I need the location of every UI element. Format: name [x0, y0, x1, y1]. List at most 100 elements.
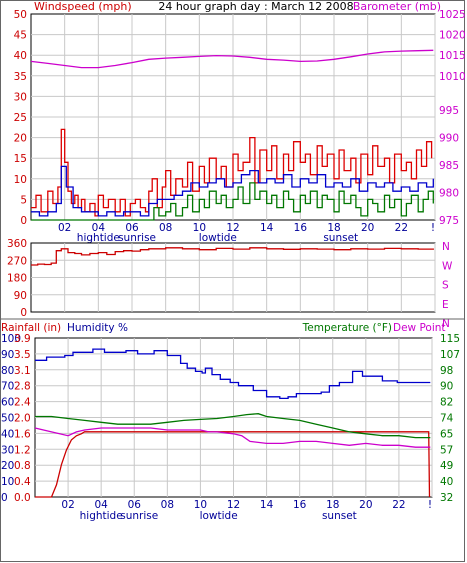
direction-line — [31, 247, 434, 266]
gust_avg-line — [31, 165, 434, 217]
rainfall-tick: 3.1 — [14, 365, 31, 377]
windspeed-tick: 50 — [14, 9, 27, 21]
rainfall-tick: 2.0 — [14, 413, 31, 425]
time-tick: 14 — [260, 222, 274, 234]
humidity-tick: 100 — [1, 333, 21, 345]
humidity-tick: 0 — [1, 492, 8, 504]
barometer-tick: 1015 — [439, 50, 466, 62]
barometer-tick: 1025 — [439, 9, 466, 21]
windspeed-tick: 35 — [14, 71, 27, 83]
temperature-line — [35, 413, 431, 439]
time-tick: 16 — [294, 222, 308, 234]
compass-label: N — [442, 241, 450, 253]
humidity-tick: 50 — [1, 413, 14, 425]
rainfall-tick: 2.4 — [14, 397, 31, 409]
temperature-tick: 107 — [440, 349, 460, 361]
barometer-tick: 995 — [439, 105, 459, 117]
time-tick: 02 — [58, 222, 71, 234]
humidity-tick-labels: 0 10 20 30 40 50 60 70 80 90 100 — [1, 333, 21, 504]
time-event-label: sunset — [322, 510, 357, 522]
humidity-tick: 90 — [1, 349, 14, 361]
rain-humidity-temperature-panel: Rainfall (in) Humidity % Temperature (°F… — [1, 322, 460, 522]
windspeed-tick: 5 — [20, 194, 27, 206]
degree-tick: 180 — [7, 273, 27, 285]
time-tick: 20 — [361, 222, 374, 234]
time-tick: 20 — [359, 499, 372, 511]
time-event-label: hightide — [80, 510, 123, 522]
temperature-tick: 49 — [440, 460, 453, 472]
humidity-tick: 70 — [1, 381, 14, 393]
time-tick: 08 — [161, 499, 174, 511]
direction-degree-labels: 0 90 180 270 360 — [7, 238, 27, 319]
barometer-tick: 1010 — [439, 71, 466, 83]
chart-title: 24 hour graph day : March 12 2008 — [158, 0, 353, 13]
dewpoint-axis-label: Dew Point — [393, 322, 446, 334]
windspeed-tick: 30 — [14, 91, 27, 103]
temperature-tick: 32 — [440, 492, 453, 504]
windspeed-tick: 10 — [14, 174, 27, 186]
barometer-tick: 985 — [439, 160, 459, 172]
temperature-tick-labels: 32 40 49 57 65 74 82 90 98 107 115 — [440, 333, 460, 504]
windspeed-tick-labels: 0 5 10 15 20 25 30 35 40 45 50 — [14, 9, 27, 227]
time-tick: 12 — [227, 499, 240, 511]
time-tick: 18 — [326, 499, 339, 511]
time-tick: 18 — [327, 222, 340, 234]
barometer-line — [30, 49, 434, 69]
temperature-tick: 40 — [440, 476, 453, 488]
humidity-tick: 30 — [1, 444, 14, 456]
time-event-label: sunset — [323, 232, 358, 244]
time-tick: 06 — [128, 499, 142, 511]
barometer-tick: 980 — [439, 187, 459, 199]
barometer-tick: 975 — [439, 215, 459, 227]
degree-tick: 360 — [7, 238, 27, 250]
wind-series-lines — [30, 49, 434, 221]
time-event-label: sunrise — [120, 510, 158, 522]
temperature-tick: 90 — [440, 381, 453, 393]
windspeed-tick: 0 — [20, 215, 27, 227]
direction-series-lines — [31, 247, 434, 266]
windspeed-axis-label: Windspeed (mph) — [34, 0, 132, 13]
degree-tick: 90 — [14, 290, 27, 302]
degree-tick: 0 — [20, 307, 27, 319]
rainfall-tick-labels: 0.0 0.4 0.8 1.2 1.6 2.0 2.4 2.8 3.1 3.5 3.9 — [14, 333, 31, 504]
humidity-tick: 10 — [1, 476, 14, 488]
time-tick: ! — [428, 499, 432, 511]
humidity-axis-label: Humidity % — [67, 322, 128, 334]
wind_low-line — [31, 182, 434, 221]
compass-label: S — [442, 280, 449, 292]
temperature-tick: 82 — [440, 397, 453, 409]
time-tick: 16 — [293, 499, 307, 511]
temperature-tick: 74 — [440, 413, 454, 425]
humidity-tick: 20 — [1, 460, 14, 472]
time-tick: 10 — [194, 499, 207, 511]
compass-label: E — [442, 299, 449, 311]
time-tick: ! — [431, 222, 435, 234]
barometer-axis-label: Barometer (mb) — [353, 0, 441, 13]
humidity-tick: 80 — [1, 365, 14, 377]
humidity-line — [35, 348, 431, 400]
rainfall-tick: 2.8 — [14, 381, 31, 393]
time-tick: 14 — [260, 499, 274, 511]
time-event-label: hightide — [77, 232, 120, 244]
rainfall-tick: 0.8 — [14, 460, 31, 472]
time-event-label: lowtide — [199, 232, 237, 244]
windspeed-tick: 25 — [14, 112, 27, 124]
windspeed-tick: 15 — [14, 153, 27, 165]
temperature-tick: 65 — [440, 428, 453, 440]
rainfall-tick: 3.9 — [14, 333, 31, 345]
dewpoint-line — [34, 427, 431, 448]
windspeed-tick: 20 — [14, 133, 27, 145]
temperature-tick: 115 — [440, 333, 460, 345]
temperature-tick: 57 — [440, 444, 453, 456]
rainfall-tick: 3.5 — [14, 349, 31, 361]
windspeed-tick: 45 — [14, 30, 27, 42]
time-tick: 04 — [92, 222, 106, 234]
direction-gridlines — [31, 243, 436, 312]
rain-gridlines — [35, 338, 433, 497]
temperature-tick: 98 — [440, 365, 453, 377]
time-tick: 04 — [94, 499, 108, 511]
